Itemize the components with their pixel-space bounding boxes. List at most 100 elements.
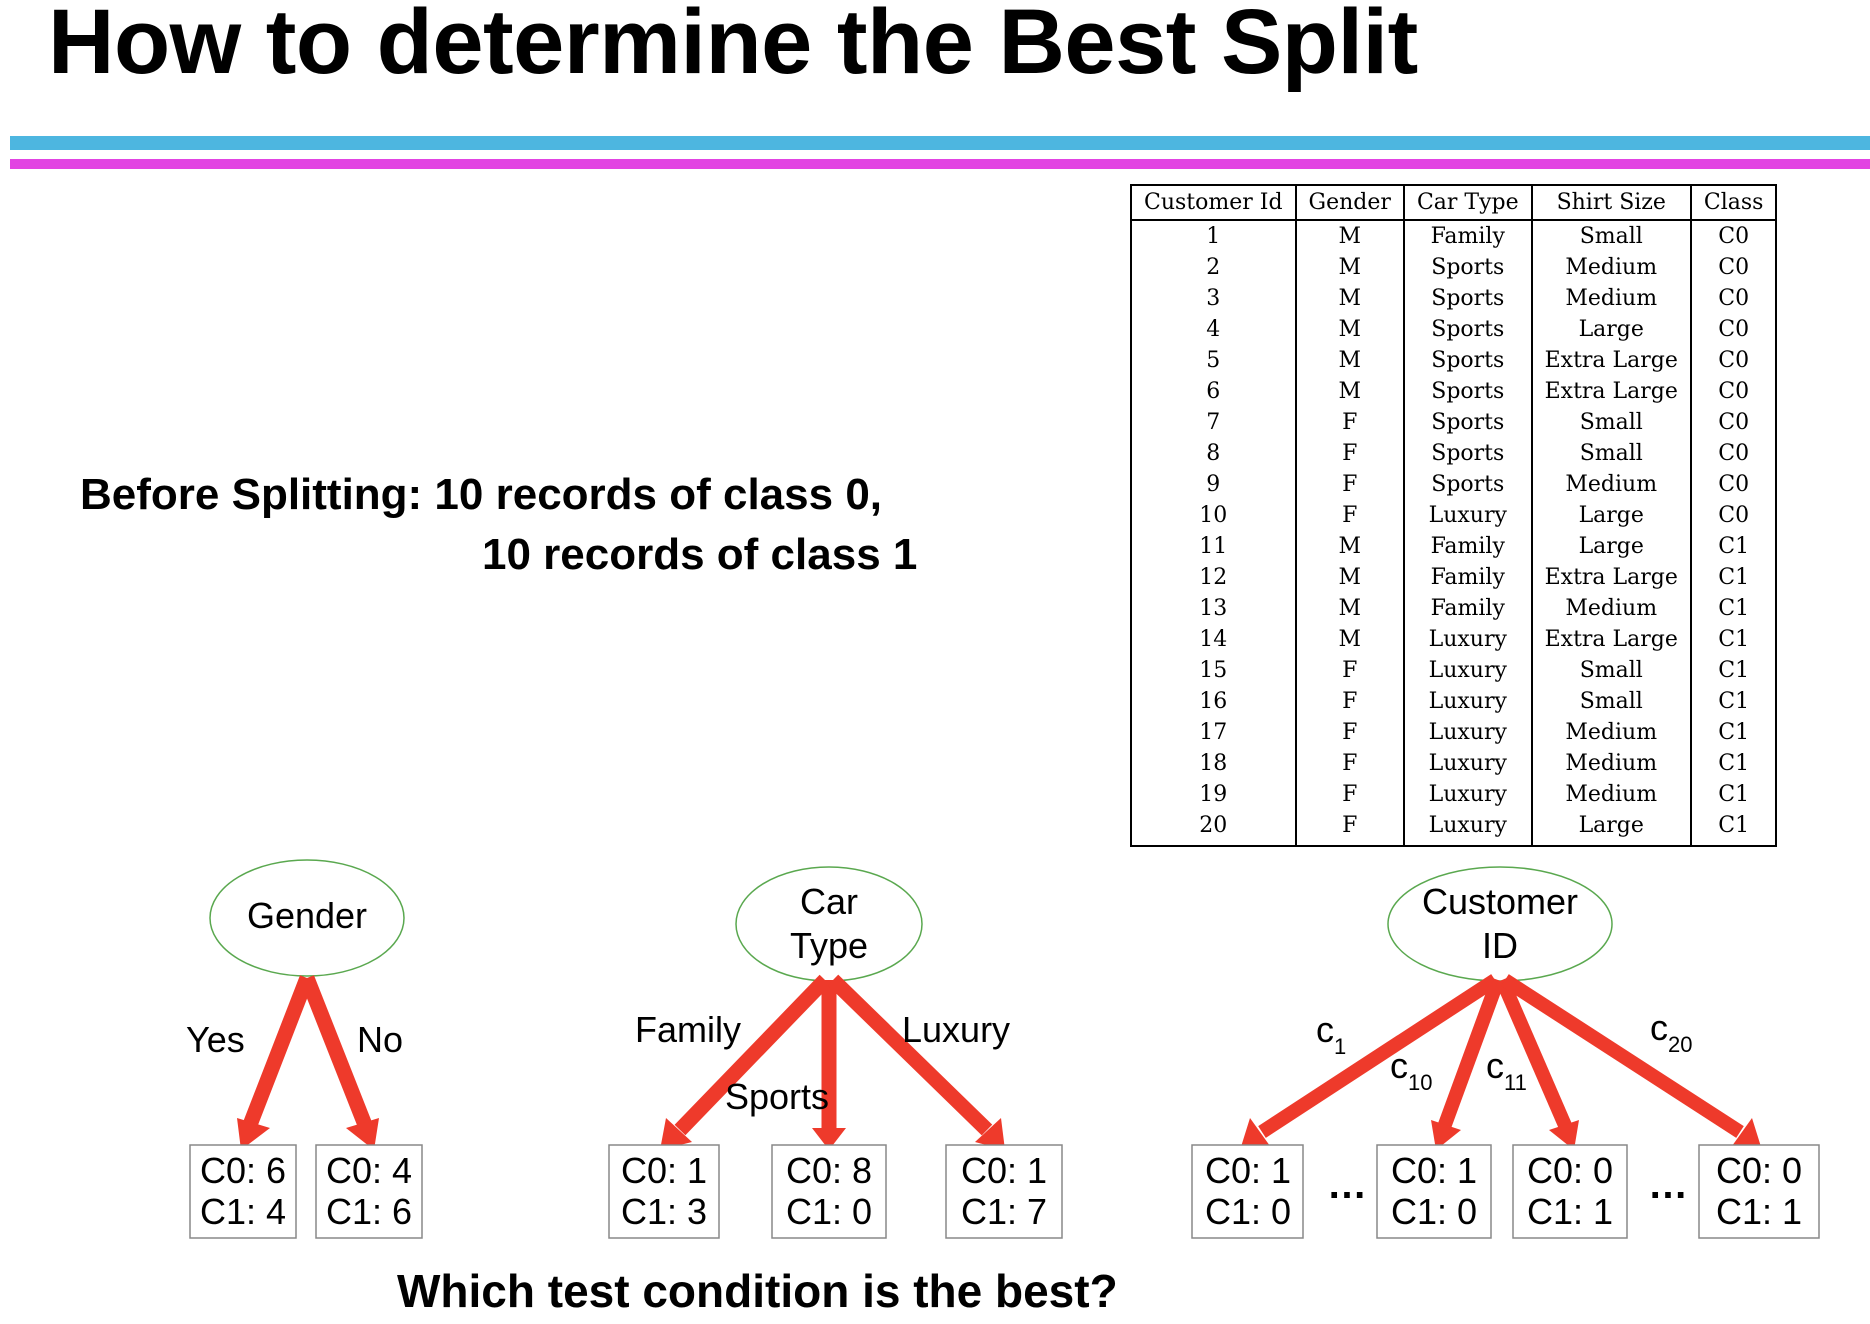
table-cell: Extra Large [1530,562,1692,593]
table-cell: C1 [1689,531,1778,562]
customer-id-root-label-2: ID [1482,925,1518,966]
table-cell: Sports [1402,407,1533,438]
table-cell: Medium [1530,283,1692,314]
table-cell: M [1294,252,1405,283]
table-cell: M [1294,562,1405,593]
table-cell: Luxury [1402,686,1533,717]
arrow-c20 [1501,974,1744,1138]
table-cell: Extra Large [1530,624,1692,655]
table-header-row: Customer Id Gender Car Type Shirt Size C… [1130,185,1778,221]
table-cell: Sports [1402,283,1533,314]
table-cell: C1 [1689,655,1778,686]
table-cell: F [1294,438,1405,469]
page-title: How to determine the Best Split [48,0,1418,93]
leaf-box [945,1144,1063,1239]
column-header: Car Type [1402,185,1533,221]
arrowhead-c11 [1549,1120,1579,1150]
table-cell: Luxury [1402,500,1533,531]
table-cell: 7 [1130,407,1297,438]
table-cell: C0 [1689,345,1778,376]
ellipsis-2: … [1648,1163,1688,1207]
table-cell: Sports [1402,314,1533,345]
table-cell: F [1294,655,1405,686]
table-cell: Luxury [1402,624,1533,655]
table-cell: C1 [1689,624,1778,655]
table-cell: Family [1402,220,1533,252]
leaf-box [1191,1144,1304,1239]
table-cell: C1 [1689,748,1778,779]
table-cell: F [1294,717,1405,748]
table-cell: Extra Large [1530,376,1692,407]
branch-label-sports: Sports [725,1076,829,1117]
leaf-c0: C0: 6 [200,1150,286,1191]
table-row: 4 M Sports Large C0 [1130,314,1778,345]
table-cell: F [1294,469,1405,500]
table-cell: Medium [1530,469,1692,500]
table-row: 17 F Luxury Medium C1 [1130,717,1778,748]
branch-label-c11: c11 [1486,1045,1527,1095]
table-cell: 17 [1130,717,1297,748]
title-rule-blue [10,136,1870,150]
table-cell: M [1294,220,1405,252]
table-cell: 19 [1130,779,1297,810]
table-cell: Sports [1402,376,1533,407]
car-type-tree: Car Type Family Sports Luxury C0: 1 C1: … [608,866,1063,1239]
leaf-box [1376,1144,1492,1239]
table-cell: F [1294,748,1405,779]
table-cell: M [1294,376,1405,407]
table-cell: Medium [1530,748,1692,779]
table-cell: 4 [1130,314,1297,345]
table-cell: 6 [1130,376,1297,407]
table-row: 15 F Luxury Small C1 [1130,655,1778,686]
table-row: 18 F Luxury Medium C1 [1130,748,1778,779]
leaf-c0: C0: 1 [1205,1150,1291,1191]
arrowhead-c20 [1732,1118,1762,1150]
table-cell: Small [1530,655,1692,686]
arrow-car-family [674,974,831,1136]
leaf-c1: C1: 6 [326,1191,412,1232]
table-cell: C0 [1689,500,1778,531]
arrow-gender-yes [241,975,314,1133]
table-cell: Family [1402,531,1533,562]
leaf-box [771,1144,887,1239]
customer-id-tree: Customer ID c1 c10 c11 c20 C0: 1 C1: 0 …… [1191,866,1820,1239]
table-cell: 3 [1130,283,1297,314]
table-cell: Large [1530,531,1692,562]
column-header: Gender [1294,185,1405,221]
branch-label-yes: Yes [186,1019,245,1060]
leaf-c0: C0: 0 [1527,1150,1613,1191]
leaf-c1: C1: 4 [200,1191,286,1232]
table-row: 1 M Family Small C0 [1130,220,1778,252]
arrowhead-car-family [660,1118,692,1150]
leaf-c0: C0: 1 [961,1150,1047,1191]
table-cell: 18 [1130,748,1297,779]
arrow-c10 [1436,977,1505,1133]
table-cell: M [1294,593,1405,624]
table-cell: Family [1402,562,1533,593]
table-cell: Small [1530,686,1692,717]
table-row: 20 F Luxury Large C1 [1130,810,1778,846]
arrowhead-c1 [1240,1118,1270,1150]
arrowhead-car-luxury [975,1118,1005,1150]
table-cell: M [1294,624,1405,655]
arrowhead-gender-yes [237,1118,270,1150]
table-row: 8 F Sports Small C0 [1130,438,1778,469]
table-cell: C0 [1689,220,1778,252]
table-cell: Large [1530,314,1692,345]
table-cell: Medium [1530,717,1692,748]
car-type-root-label-1: Car [800,881,858,922]
table-row: 12 M Family Extra Large C1 [1130,562,1778,593]
table-row: 10 F Luxury Large C0 [1130,500,1778,531]
table-cell: Medium [1530,252,1692,283]
table-cell: C0 [1689,438,1778,469]
leaf-c1: C1: 1 [1716,1191,1802,1232]
arrowhead-car-sports [812,1128,846,1150]
branch-label-no: No [357,1019,403,1060]
question-text: Which test condition is the best? [397,1265,1118,1317]
customer-table: Customer Id Gender Car Type Shirt Size C… [1130,184,1778,847]
leaf-c0: C0: 1 [621,1150,707,1191]
table-cell: Small [1530,438,1692,469]
table-cell: M [1294,531,1405,562]
table-cell: 10 [1130,500,1297,531]
